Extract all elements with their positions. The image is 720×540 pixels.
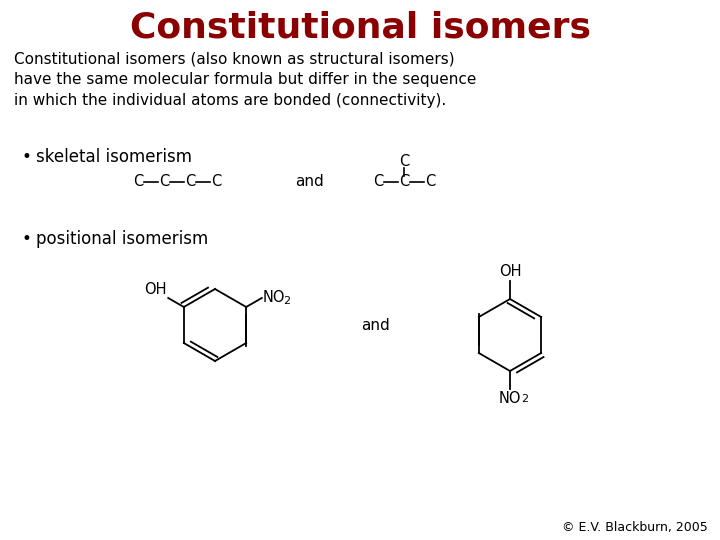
Text: Constitutional isomers (also known as structural isomers)
have the same molecula: Constitutional isomers (also known as st… bbox=[14, 52, 477, 108]
Text: C: C bbox=[185, 174, 195, 190]
Text: C: C bbox=[399, 154, 409, 170]
Text: positional isomerism: positional isomerism bbox=[36, 230, 208, 248]
Text: Constitutional isomers: Constitutional isomers bbox=[130, 10, 590, 44]
Text: C: C bbox=[133, 174, 143, 190]
Text: OH: OH bbox=[144, 282, 166, 297]
Text: C: C bbox=[373, 174, 383, 190]
Text: © E.V. Blackburn, 2005: © E.V. Blackburn, 2005 bbox=[562, 521, 708, 534]
Text: OH: OH bbox=[499, 264, 521, 279]
Text: NO: NO bbox=[499, 391, 521, 406]
Text: C: C bbox=[425, 174, 435, 190]
Text: and: and bbox=[296, 174, 325, 190]
Text: •: • bbox=[22, 230, 32, 248]
Text: C: C bbox=[159, 174, 169, 190]
Text: skeletal isomerism: skeletal isomerism bbox=[36, 148, 192, 166]
Text: •: • bbox=[22, 148, 32, 166]
Text: C: C bbox=[399, 174, 409, 190]
Text: 2: 2 bbox=[521, 394, 528, 404]
Text: NO: NO bbox=[263, 291, 285, 306]
Text: 2: 2 bbox=[283, 296, 290, 306]
Text: and: and bbox=[361, 318, 390, 333]
Text: C: C bbox=[211, 174, 221, 190]
